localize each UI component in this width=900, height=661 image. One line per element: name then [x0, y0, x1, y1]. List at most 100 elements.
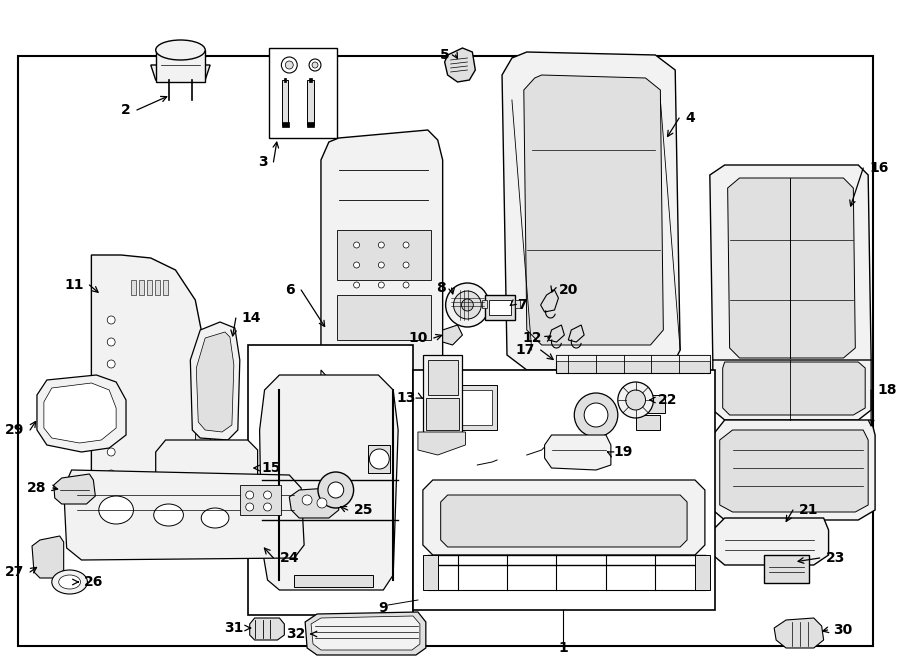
Polygon shape — [321, 130, 443, 400]
Text: 4: 4 — [685, 111, 695, 125]
Text: 16: 16 — [869, 161, 888, 175]
Text: 17: 17 — [516, 343, 535, 357]
Circle shape — [285, 61, 293, 69]
Polygon shape — [305, 612, 426, 655]
Polygon shape — [541, 290, 558, 312]
Circle shape — [107, 470, 115, 478]
Bar — [490, 300, 511, 315]
Circle shape — [354, 242, 359, 248]
Polygon shape — [524, 75, 663, 345]
Text: 24: 24 — [279, 551, 299, 565]
Bar — [337, 230, 431, 280]
Polygon shape — [548, 325, 564, 342]
Circle shape — [309, 59, 321, 71]
Bar — [423, 555, 437, 590]
Circle shape — [312, 62, 318, 68]
Circle shape — [107, 426, 115, 434]
Polygon shape — [190, 322, 239, 440]
Text: 18: 18 — [878, 383, 896, 397]
Polygon shape — [44, 383, 116, 443]
Bar — [239, 485, 282, 515]
Bar — [426, 398, 460, 430]
Text: 1: 1 — [559, 641, 568, 655]
Circle shape — [403, 262, 409, 268]
Circle shape — [302, 495, 312, 505]
Text: 14: 14 — [242, 311, 261, 325]
Bar — [309, 78, 312, 82]
Text: 19: 19 — [614, 445, 634, 459]
Bar — [283, 80, 288, 125]
Circle shape — [328, 482, 344, 498]
Circle shape — [462, 299, 473, 311]
Circle shape — [107, 448, 115, 456]
Polygon shape — [151, 65, 210, 80]
Ellipse shape — [156, 40, 205, 60]
Text: 12: 12 — [522, 331, 542, 345]
Bar — [307, 80, 314, 125]
Text: 26: 26 — [84, 575, 103, 589]
Text: 31: 31 — [224, 621, 244, 635]
Text: 6: 6 — [285, 283, 295, 297]
Polygon shape — [445, 48, 475, 82]
Polygon shape — [156, 440, 257, 500]
Polygon shape — [710, 165, 871, 370]
Polygon shape — [37, 375, 126, 452]
Circle shape — [246, 503, 254, 511]
Circle shape — [317, 498, 327, 508]
Circle shape — [107, 338, 115, 346]
Bar — [337, 295, 431, 340]
Bar — [131, 475, 200, 510]
Text: 28: 28 — [27, 481, 47, 495]
Text: 7: 7 — [517, 298, 526, 312]
Bar — [195, 390, 210, 480]
Circle shape — [378, 262, 384, 268]
Polygon shape — [443, 325, 463, 345]
Circle shape — [617, 382, 653, 418]
Bar — [18, 56, 873, 646]
Circle shape — [264, 503, 272, 511]
Polygon shape — [723, 362, 865, 415]
Polygon shape — [418, 432, 465, 455]
Bar — [284, 78, 286, 82]
Circle shape — [282, 57, 297, 73]
Bar — [515, 300, 520, 308]
Circle shape — [446, 283, 490, 327]
Circle shape — [403, 282, 409, 288]
Text: 32: 32 — [285, 627, 305, 641]
Circle shape — [107, 360, 115, 368]
Polygon shape — [544, 435, 611, 470]
Bar — [482, 300, 487, 308]
Bar — [307, 122, 314, 127]
Circle shape — [246, 491, 254, 499]
Bar — [368, 445, 391, 473]
Circle shape — [264, 491, 272, 499]
Circle shape — [107, 316, 115, 324]
Polygon shape — [568, 325, 584, 342]
Bar — [556, 355, 710, 373]
Circle shape — [354, 262, 359, 268]
Text: 25: 25 — [354, 503, 373, 517]
Circle shape — [318, 472, 354, 508]
Text: 29: 29 — [4, 423, 24, 437]
Bar — [131, 280, 136, 295]
Bar — [423, 355, 463, 435]
Text: 13: 13 — [397, 391, 416, 405]
Circle shape — [626, 390, 645, 410]
Bar — [764, 555, 809, 583]
Polygon shape — [259, 375, 398, 590]
Bar — [156, 50, 205, 82]
Polygon shape — [441, 495, 687, 547]
Circle shape — [403, 242, 409, 248]
Bar — [269, 48, 337, 138]
Polygon shape — [713, 360, 871, 420]
Bar — [283, 122, 289, 127]
Text: 21: 21 — [799, 503, 818, 517]
Circle shape — [378, 282, 384, 288]
Ellipse shape — [52, 570, 87, 594]
Text: 10: 10 — [409, 331, 428, 345]
Text: 5: 5 — [440, 48, 450, 62]
Circle shape — [584, 403, 608, 427]
Polygon shape — [92, 255, 215, 525]
Text: 2: 2 — [122, 103, 131, 117]
Bar — [294, 575, 374, 587]
